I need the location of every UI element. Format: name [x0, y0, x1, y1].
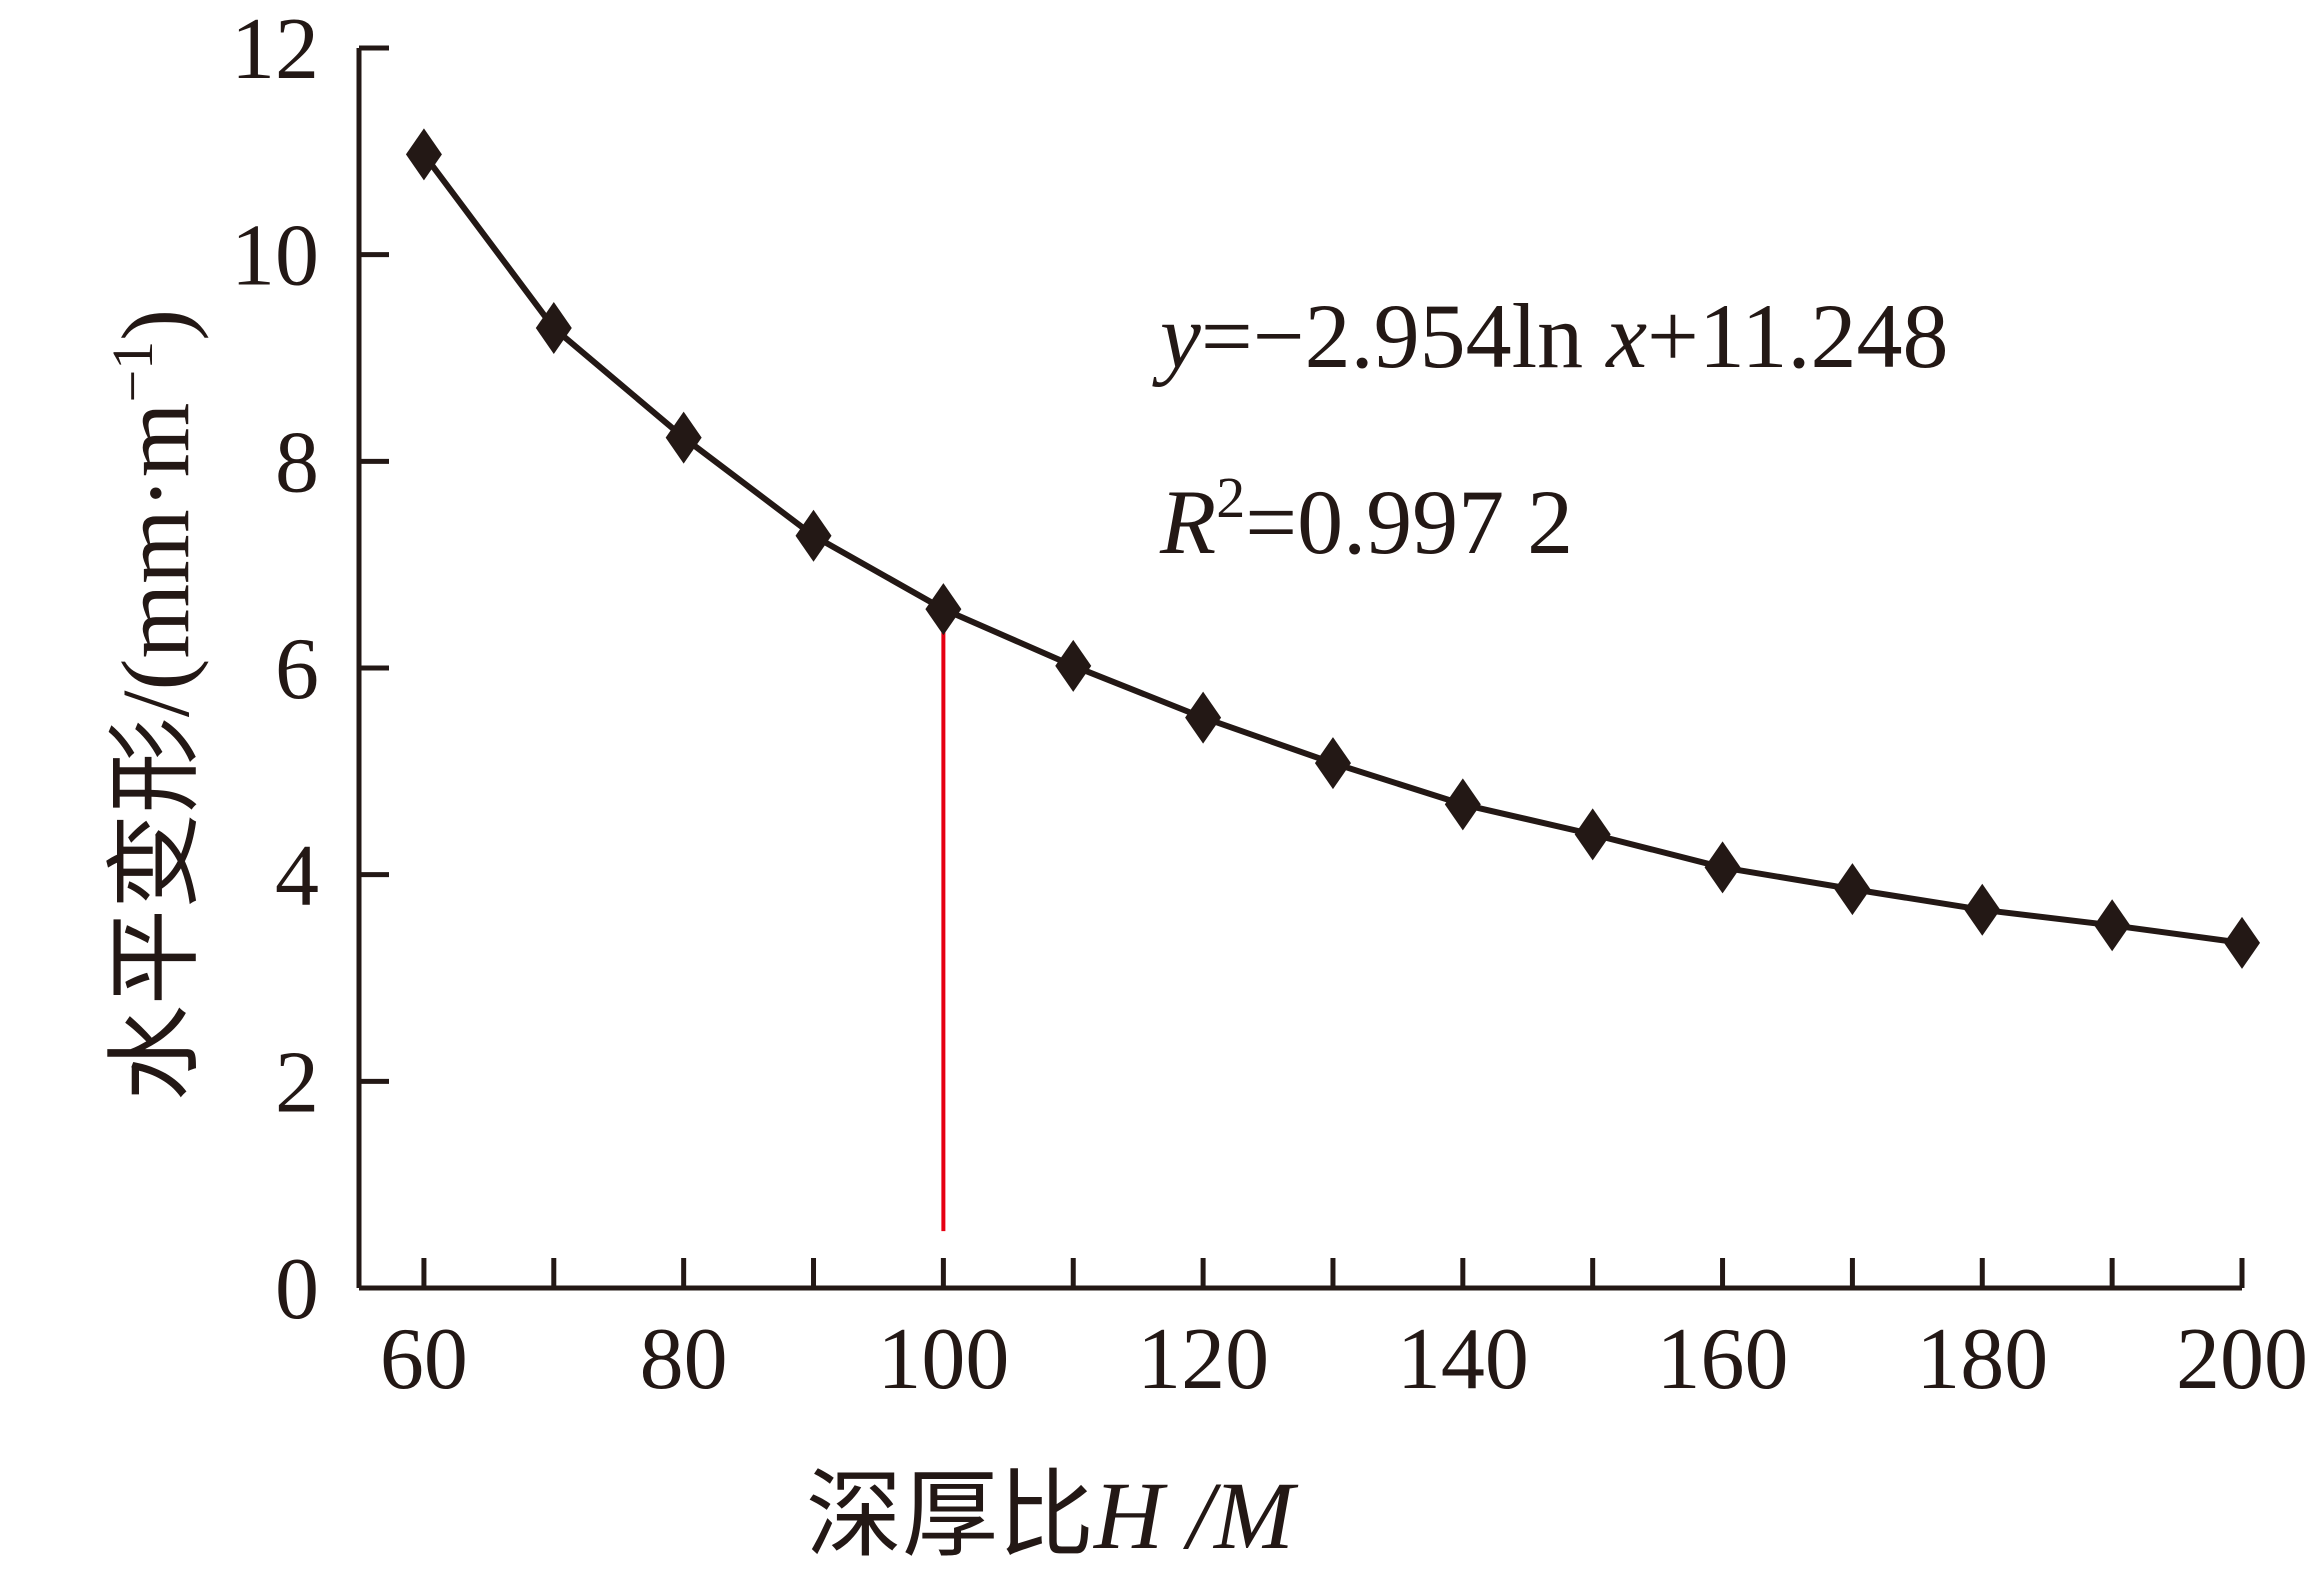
data-point	[1704, 841, 1741, 894]
x-tick-label: 120	[1137, 1311, 1269, 1408]
x-axis-title: 深厚比H /M	[806, 1462, 1299, 1569]
r-squared-symbol: R	[1159, 471, 1216, 573]
fit-equation: y=−2.954ln x+11.248	[1152, 285, 1949, 387]
x-tick-label: 80	[640, 1311, 728, 1408]
data-point	[665, 411, 702, 464]
data-point	[795, 509, 832, 562]
equation-tail: +11.248	[1647, 285, 1948, 387]
x-tick-label: 200	[2176, 1311, 2308, 1408]
data-point	[925, 583, 962, 636]
x-axis-sep: /	[1163, 1462, 1221, 1569]
series-group	[405, 128, 2260, 969]
data-point	[1834, 863, 1871, 916]
x-tick-label: 60	[380, 1311, 468, 1408]
equation-y: y	[1152, 285, 1201, 387]
x-axis-var-m: M	[1212, 1462, 1299, 1569]
x-axis-var-h: H	[1092, 1462, 1168, 1569]
x-tick-label: 140	[1397, 1311, 1529, 1408]
y-tick-label: 6	[275, 621, 319, 718]
y-tick-label: 4	[275, 828, 319, 925]
data-point	[2094, 899, 2131, 952]
axes	[356, 45, 2245, 1291]
y-axis-title: 水平变形/(mm·m−1)	[100, 309, 209, 1101]
data-point	[1574, 808, 1611, 861]
data-point	[535, 302, 572, 355]
tick-labels: 0 2 4 6 8 10 12 60 80 100 120 140 160 180 200	[231, 1, 2308, 1408]
equation-x: x	[1604, 285, 1647, 387]
data-point	[1314, 737, 1351, 790]
y-tick-label: 0	[275, 1241, 319, 1338]
r-squared: R2=0.997 2	[1159, 465, 1573, 573]
y-axis-title-text: 水平变形/(mm·m	[102, 403, 209, 1102]
data-point	[405, 128, 442, 181]
data-point	[1444, 778, 1481, 831]
equation-mid: =−2.954ln	[1201, 285, 1606, 387]
y-axis-title-superscript: −1	[100, 341, 165, 403]
x-tick-label: 160	[1657, 1311, 1789, 1408]
r-squared-superscript: 2	[1216, 465, 1245, 530]
y-tick-label: 8	[275, 414, 319, 511]
x-tick-label: 180	[1916, 1311, 2048, 1408]
data-point	[1055, 639, 1092, 692]
r-squared-value: =0.997 2	[1245, 471, 1573, 573]
data-point	[1185, 691, 1222, 744]
x-axis-title-text: 深厚比	[806, 1462, 1094, 1569]
y-tick-label: 2	[275, 1034, 319, 1131]
data-point	[1964, 883, 2001, 936]
y-tick-label: 10	[231, 208, 319, 305]
y-tick-label: 12	[231, 1, 319, 98]
y-axis-title-close: )	[102, 309, 209, 341]
data-point	[2224, 916, 2260, 969]
x-tick-label: 100	[877, 1311, 1009, 1408]
